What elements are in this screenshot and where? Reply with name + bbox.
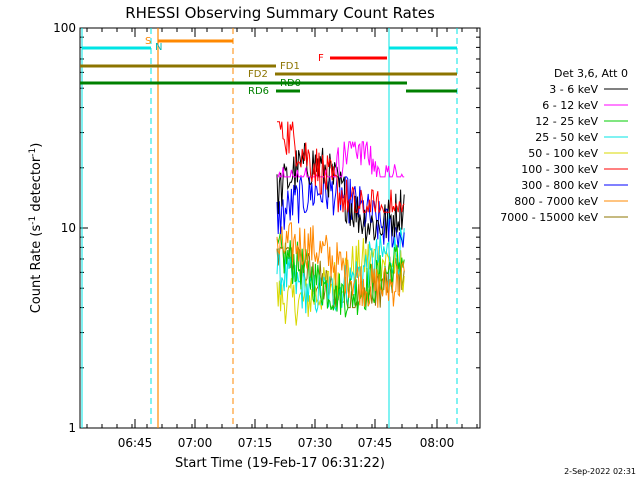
ytick-label-10: 10 [61, 221, 76, 235]
xtick-label-0700: 07:00 [178, 436, 213, 450]
flag-bars [80, 39, 457, 93]
legend-label-1: 6 - 12 keV [542, 99, 598, 112]
legend-label-0: 3 - 6 keV [549, 83, 598, 96]
legend-label-5: 100 - 300 keV [521, 163, 598, 176]
series-25-50-kev [276, 227, 405, 314]
flag-label-fd2: FD2 [248, 69, 268, 80]
flag-label-rd6: RD6 [248, 86, 269, 97]
xtick-label-0800: 08:00 [420, 436, 455, 450]
legend-label-6: 300 - 800 keV [521, 179, 598, 192]
xtick-label-0730: 07:30 [298, 436, 333, 450]
chart-title: RHESSI Observing Summary Count Rates [125, 4, 435, 22]
axis-ticks [80, 28, 480, 429]
legend: Det 3,6, Att 0 3 - 6 keV 6 - 12 keV 12 - 2… [500, 67, 628, 224]
ytick-label-1: 1 [68, 421, 76, 435]
vertical-markers [81, 28, 458, 428]
legend-label-7: 800 - 7000 keV [514, 195, 598, 208]
legend-label-2: 12 - 25 keV [535, 115, 598, 128]
series-100-300-kev [277, 121, 405, 214]
series-800-7000-kev [276, 222, 405, 308]
ytick-label-100: 100 [53, 21, 76, 35]
flag-label-n: N [155, 42, 162, 53]
legend-label-3: 25 - 50 keV [535, 131, 598, 144]
timestamp: 2-Sep-2022 02:31 [564, 467, 636, 476]
legend-label-8: 7000 - 15000 keV [500, 211, 598, 224]
xtick-label-0715: 07:15 [238, 436, 273, 450]
series-traces [276, 121, 405, 326]
legend-header: Det 3,6, Att 0 [554, 67, 628, 80]
flag-label-f: F [318, 53, 324, 64]
y-axis-label: Count Rate (s-1 detector-1) [28, 143, 44, 314]
xtick-label-0645: 06:45 [118, 436, 153, 450]
flag-label-s: S [145, 36, 151, 47]
xtick-label-0745: 07:45 [358, 436, 393, 450]
x-axis-label: Start Time (19-Feb-17 06:31:22) [175, 456, 385, 471]
flag-label-fd1: FD1 [280, 61, 300, 72]
legend-label-4: 50 - 100 keV [528, 147, 598, 160]
flag-label-rd0: RD0 [280, 78, 301, 89]
series-3-6-kev [276, 142, 405, 244]
series-6-12-kev [277, 141, 405, 178]
